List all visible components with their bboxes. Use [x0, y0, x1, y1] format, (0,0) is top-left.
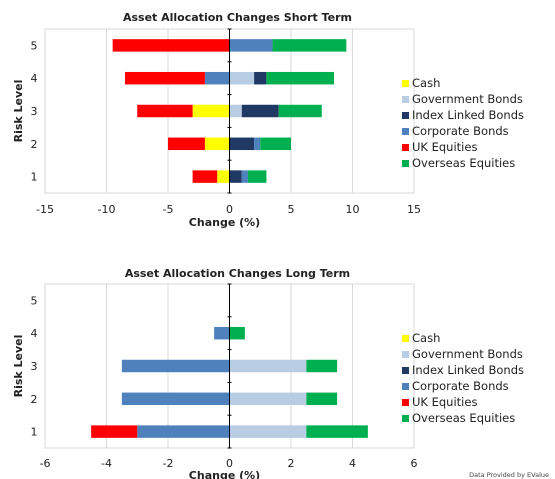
legend-swatch [402, 383, 409, 390]
y-tick-label: 2 [31, 138, 38, 151]
legend-swatch [402, 144, 409, 151]
legend-label: Cash [412, 331, 440, 345]
legend-swatch [402, 112, 409, 119]
y-tick-label: 3 [31, 360, 38, 373]
y-tick-label: 3 [31, 105, 38, 118]
chart-title: Asset Allocation Changes Long Term [125, 267, 350, 280]
bar-segment [306, 359, 338, 373]
bar-segment [306, 392, 338, 406]
x-tick-label: -5 [163, 203, 174, 216]
legend-swatch [402, 80, 409, 87]
bar-segment [229, 104, 242, 118]
bar-segment [254, 137, 261, 151]
legend-label: Government Bonds [412, 92, 523, 106]
bar-segment [229, 392, 307, 406]
legend-label: Index Linked Bonds [412, 108, 524, 122]
x-tick-label: 15 [407, 203, 421, 216]
bar-segment [306, 425, 368, 438]
legend-label: Corporate Bonds [412, 124, 509, 138]
bar-segment [192, 170, 218, 183]
bar-segment [229, 359, 307, 373]
x-tick-label: -6 [40, 457, 51, 470]
y-tick-label: 5 [31, 39, 38, 52]
legend-label: Government Bonds [412, 347, 523, 361]
data-provider-note: Data Provided by EValue [469, 471, 549, 479]
chart-title: Asset Allocation Changes Short Term [123, 11, 352, 24]
x-tick-label: 10 [346, 203, 360, 216]
x-tick-label: -10 [98, 203, 116, 216]
bar-segment [229, 39, 273, 52]
bar-segment [229, 425, 307, 438]
y-tick-label: 1 [31, 426, 38, 439]
x-tick-label: 6 [411, 457, 418, 470]
x-tick-label: 2 [288, 457, 295, 470]
legend-label: Index Linked Bonds [412, 363, 524, 377]
bar-segment [91, 425, 138, 438]
x-tick-label: 4 [349, 457, 356, 470]
y-tick-label: 1 [31, 171, 38, 184]
x-tick-label: -2 [163, 457, 174, 470]
y-tick-label: 2 [31, 393, 38, 406]
bar-segment [278, 104, 322, 118]
bar-segment [204, 137, 230, 151]
legend-label: UK Equities [412, 395, 477, 409]
x-axis-title: Change (%) [189, 216, 260, 229]
bar-segment [266, 71, 335, 85]
legend-swatch [402, 96, 409, 103]
bar-segment [229, 71, 255, 85]
legend-swatch [402, 399, 409, 406]
bar-segment [121, 392, 230, 406]
y-tick-label: 4 [31, 327, 38, 340]
bar-segment [124, 71, 205, 85]
y-axis-title: Risk Level [12, 335, 25, 398]
x-tick-label: -4 [101, 457, 112, 470]
bar-segment [229, 170, 242, 183]
y-tick-label: 5 [31, 294, 38, 307]
x-tick-label: 0 [226, 457, 233, 470]
bar-segment [137, 104, 193, 118]
legend-label: UK Equities [412, 140, 477, 154]
legend-swatch [402, 160, 409, 167]
bar-segment [229, 326, 245, 340]
legend-swatch [402, 367, 409, 374]
legend-label: Cash [412, 76, 440, 90]
bar-segment [112, 39, 230, 52]
legend-swatch [402, 335, 409, 342]
x-axis-title: Change (%) [189, 469, 260, 479]
bar-segment [214, 326, 230, 340]
bar-segment [217, 170, 230, 183]
y-axis-title: Risk Level [12, 80, 25, 143]
bar-segment [229, 137, 255, 151]
legend-swatch [402, 351, 409, 358]
y-tick-label: 4 [31, 72, 38, 85]
legend-swatch [402, 415, 409, 422]
bar-segment [241, 170, 248, 183]
legend-label: Corporate Bonds [412, 379, 509, 393]
bar-segment [254, 71, 267, 85]
x-tick-label: -15 [36, 203, 54, 216]
bar-segment [260, 137, 291, 151]
bar-segment [168, 137, 205, 151]
bar-segment [137, 425, 230, 438]
x-tick-label: 5 [288, 203, 295, 216]
bar-segment [247, 170, 267, 183]
bar-segment [204, 71, 230, 85]
legend-label: Overseas Equities [412, 156, 515, 170]
bar-segment [121, 359, 230, 373]
bar-segment [241, 104, 279, 118]
legend-label: Overseas Equities [412, 411, 515, 425]
bar-segment [192, 104, 230, 118]
bar-segment [272, 39, 347, 52]
x-tick-label: 0 [226, 203, 233, 216]
legend-swatch [402, 128, 409, 135]
